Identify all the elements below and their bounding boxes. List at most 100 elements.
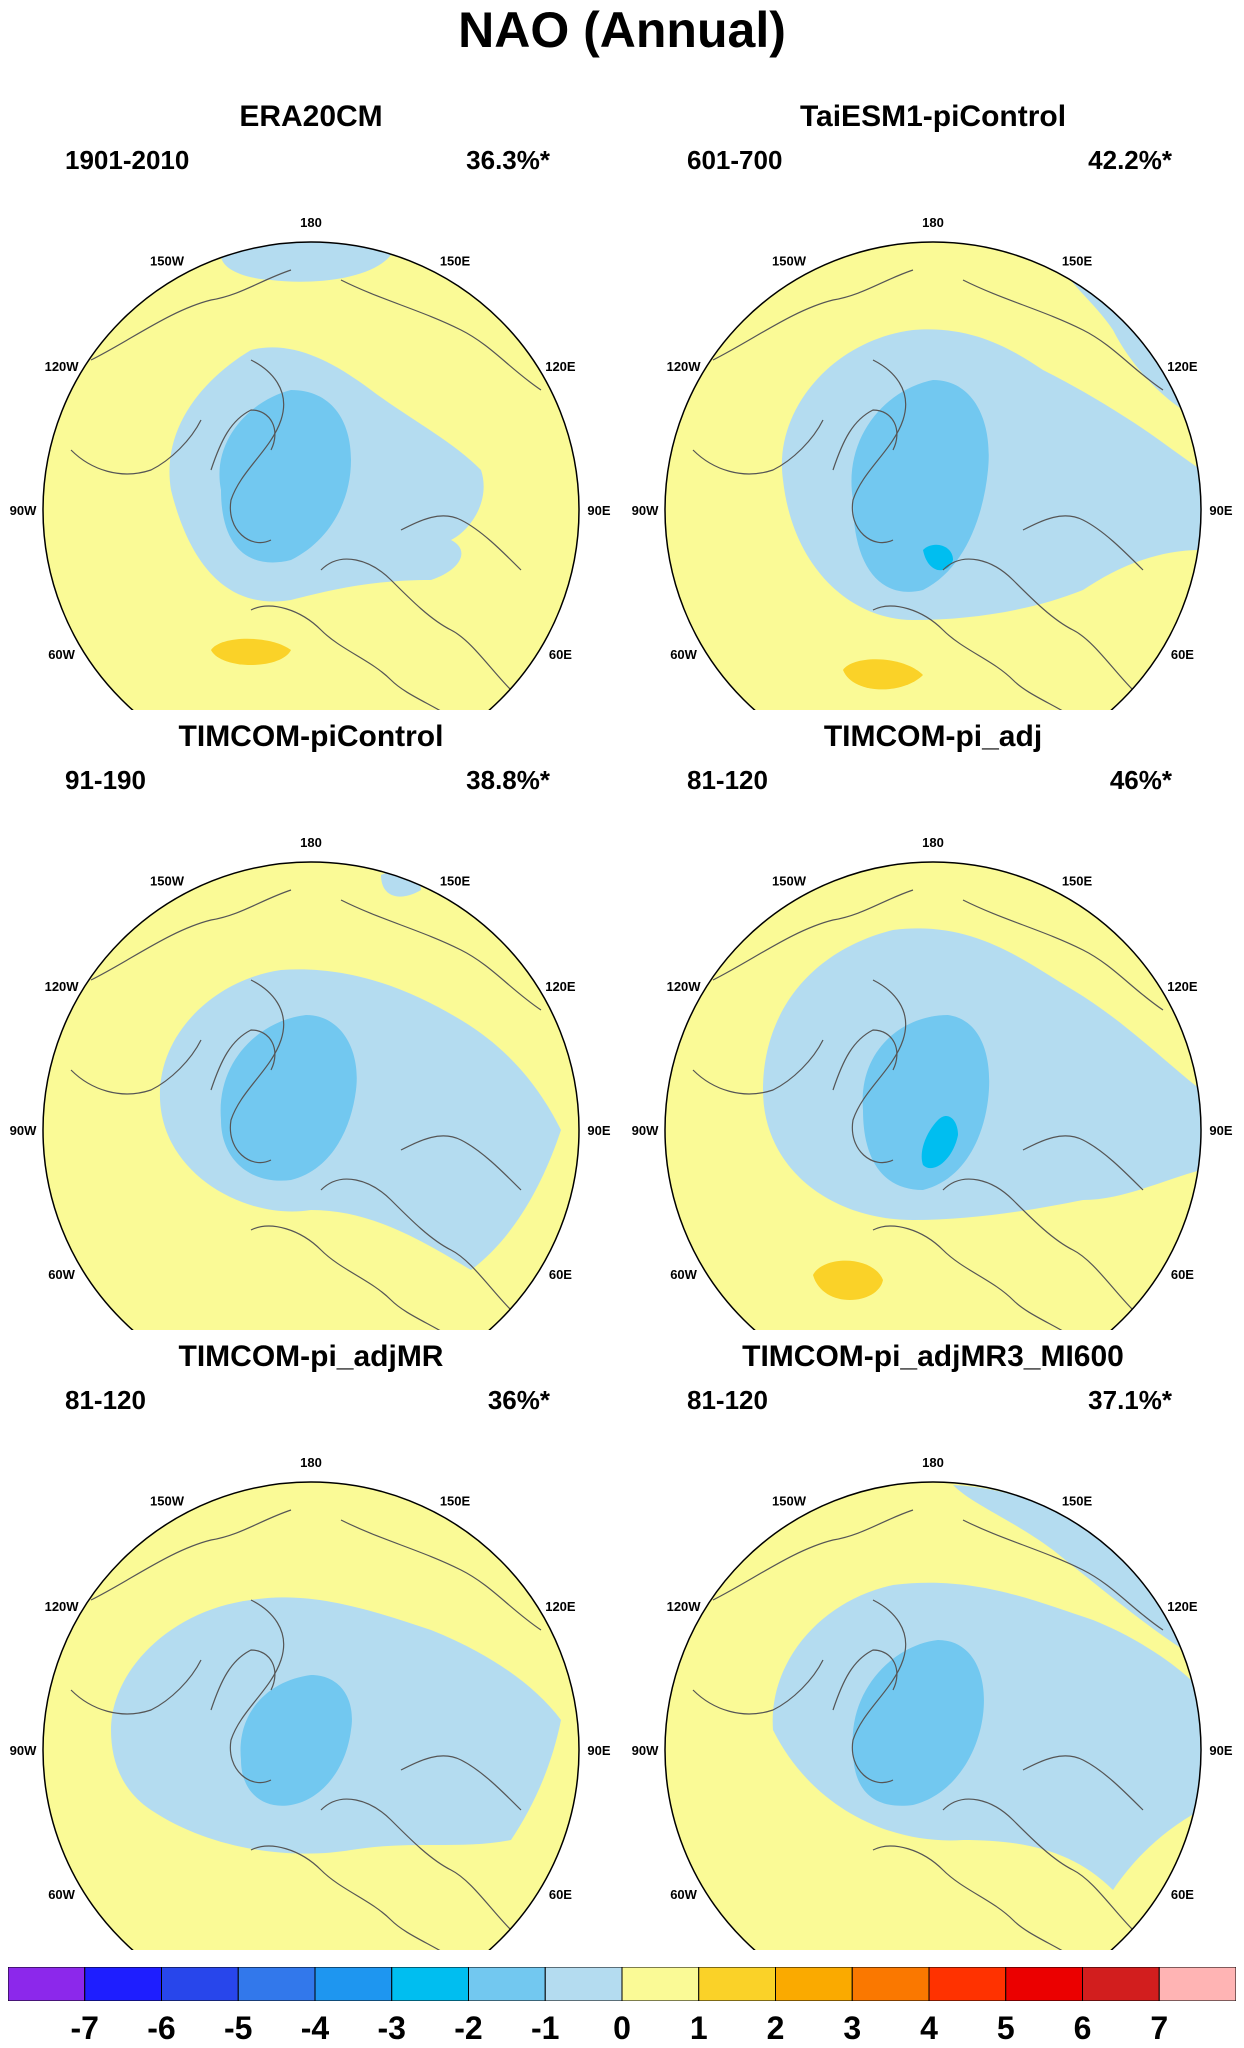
coastline — [229, 359, 285, 544]
colorbar-tick-label: -6 — [147, 2010, 176, 2046]
polar-map: 180150E120E90E60E30E030W60W90W120W150W — [632, 835, 1233, 1330]
coastline — [340, 279, 542, 391]
anomaly-contour-pos2 — [813, 1260, 883, 1300]
longitude-label: 150W — [772, 1494, 807, 1509]
longitude-label: 120W — [667, 359, 702, 374]
longitude-label: 150E — [440, 254, 471, 269]
panel-explained-variance: 46%* — [1109, 765, 1172, 795]
longitude-label: 120W — [45, 359, 80, 374]
longitude-label: 120E — [545, 1599, 576, 1614]
coastline — [1022, 1755, 1144, 1811]
longitude-label: 60W — [670, 647, 697, 662]
anomaly-contour-pos2 — [211, 638, 291, 665]
anomaly-contour-neg1 — [772, 1582, 1201, 1890]
colorbar — [7, 1966, 1237, 2002]
longitude-label: 120W — [45, 1599, 80, 1614]
colorbar-tick-label: -1 — [531, 2010, 560, 2046]
longitude-label: 150E — [1062, 254, 1093, 269]
colorbar-tick-label: 3 — [843, 2010, 862, 2046]
longitude-label: 90E — [587, 503, 610, 518]
colorbar-swatch — [161, 1966, 239, 2002]
coastline — [872, 1845, 1104, 1950]
longitude-label: 90W — [632, 503, 659, 518]
longitude-label: 120W — [45, 979, 80, 994]
longitude-label: 150W — [150, 254, 185, 269]
coastline — [210, 1649, 276, 1711]
coastline — [210, 1029, 276, 1091]
coastline — [320, 1798, 512, 1931]
coastline — [851, 1599, 907, 1784]
coastline — [962, 1519, 1164, 1631]
longitude-label: 60W — [48, 1267, 75, 1282]
anomaly-contour-neg1 — [953, 1485, 1201, 1660]
coastline — [320, 558, 512, 691]
colorbar-tick-label: 0 — [613, 2010, 631, 2046]
figure-title: NAO (Annual) — [458, 2, 786, 58]
anomaly-contour-neg2 — [220, 1015, 357, 1181]
colorbar-tick-label: 5 — [996, 2010, 1015, 2046]
coastline — [942, 1178, 1134, 1311]
longitude-label: 150W — [150, 874, 185, 889]
coastline — [1022, 1135, 1144, 1191]
longitude-label: 60W — [48, 647, 75, 662]
longitude-label: 150E — [1062, 1494, 1093, 1509]
longitude-label: 150E — [440, 874, 471, 889]
longitude-label: 150W — [150, 1494, 185, 1509]
coastline — [90, 889, 292, 981]
polar-map: 180150E120E90E60E30E030W60W90W120W150W — [632, 215, 1233, 710]
longitude-label: 90E — [587, 1123, 610, 1138]
colorbar-swatch — [1158, 1966, 1237, 2002]
colorbar-tick-label: 4 — [920, 2010, 938, 2046]
coastline — [250, 1845, 482, 1950]
panel-period: 81-120 — [65, 1385, 146, 1415]
panel-explained-variance: 36%* — [487, 1385, 550, 1415]
map-panel: 180150E120E90E60E30E030W60W90W120W150WTa… — [622, 90, 1244, 710]
map-panel: 180150E120E90E60E30E030W60W90W120W150WTI… — [0, 710, 622, 1330]
longitude-label: 120E — [1167, 1599, 1198, 1614]
colorbar-tick-label: -4 — [300, 2010, 330, 2046]
longitude-label: 120W — [667, 1599, 702, 1614]
longitude-label: 90W — [10, 1123, 37, 1138]
panel-period: 1901-2010 — [65, 145, 190, 175]
coastline — [400, 1135, 522, 1191]
coastline — [229, 1599, 285, 1784]
longitude-label: 180 — [300, 1455, 322, 1470]
coastline — [712, 269, 914, 361]
panel-period: 81-120 — [687, 1385, 768, 1415]
colorbar-swatch — [544, 1966, 623, 2002]
longitude-label: 150W — [772, 254, 807, 269]
longitude-label: 90W — [632, 1743, 659, 1758]
panel-title: ERA20CM — [239, 100, 383, 133]
longitude-label: 90W — [10, 1743, 37, 1758]
map-border — [664, 241, 1202, 710]
longitude-label: 60E — [549, 1887, 572, 1902]
colorbar-tick-label: -3 — [377, 2010, 406, 2046]
anomaly-contour-neg3 — [921, 1115, 958, 1169]
coastline — [692, 1659, 824, 1715]
longitude-label: 180 — [300, 835, 322, 850]
coastline — [832, 1029, 898, 1091]
coastline — [70, 1039, 202, 1095]
map-panel: 180150E120E90E60E30E030W60W90W120W150WTI… — [0, 1330, 622, 1950]
colorbar-tick-label: 7 — [1150, 2010, 1169, 2046]
coastline — [712, 1509, 914, 1601]
colorbar-swatch — [468, 1966, 546, 2002]
colorbar-tick-label: 2 — [766, 2010, 785, 2046]
longitude-label: 150E — [440, 1494, 471, 1509]
map-border — [42, 241, 580, 710]
map-panel: 180150E120E90E60E30E030W60W90W120W150WTI… — [622, 710, 1244, 1330]
longitude-label: 60W — [670, 1887, 697, 1902]
colorbar-swatch — [7, 1966, 86, 2002]
longitude-label: 120W — [667, 979, 702, 994]
coastline — [942, 1798, 1134, 1931]
panel-explained-variance: 36.3%* — [466, 145, 550, 175]
longitude-label: 120E — [1167, 979, 1198, 994]
panel-period: 601-700 — [687, 145, 783, 175]
colorbar-swatch — [237, 1966, 316, 2002]
coastline — [90, 1509, 292, 1601]
coastline — [340, 899, 542, 1011]
polar-map: 180150E120E90E60E30E030W60W90W120W150W — [10, 215, 611, 710]
longitude-label: 60E — [549, 647, 572, 662]
anomaly-contour-neg3 — [923, 544, 953, 571]
anomaly-contour-neg1 — [221, 242, 391, 282]
